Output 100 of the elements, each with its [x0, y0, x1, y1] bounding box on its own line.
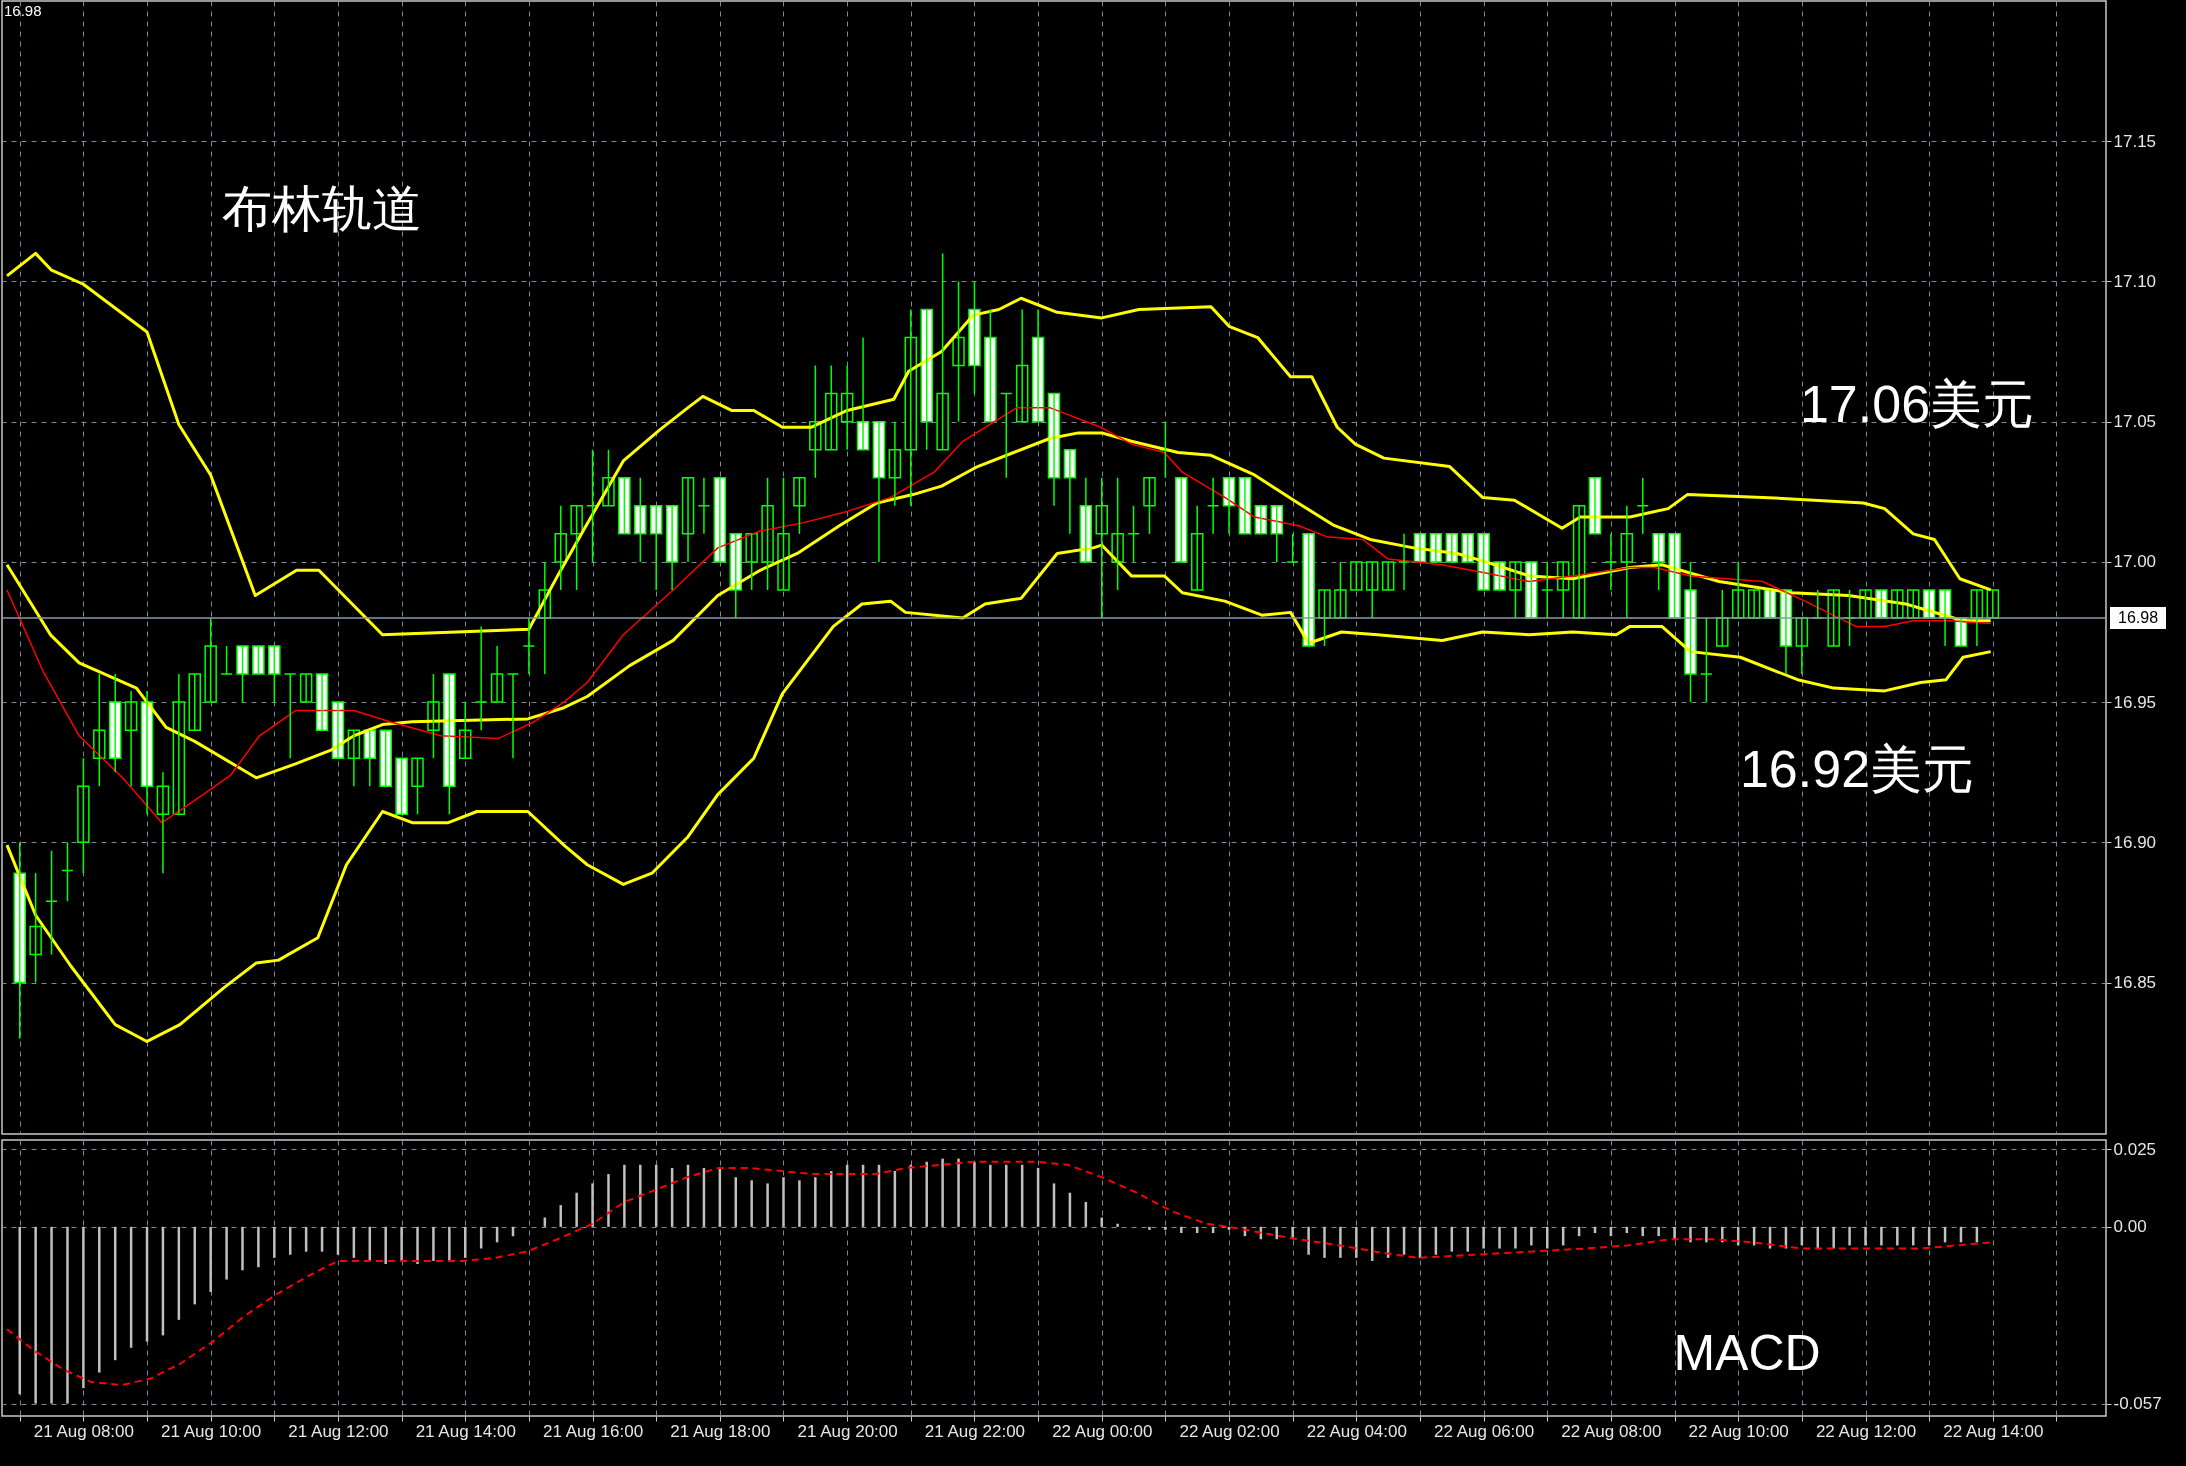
bar — [1546, 1226, 1549, 1249]
bar — [925, 1161, 928, 1227]
candlestick — [1000, 392, 1013, 479]
bar — [82, 1226, 85, 1389]
candlestick — [459, 701, 472, 759]
y-tick-label: 16.90 — [2113, 832, 2157, 852]
bar — [241, 1226, 244, 1271]
bar — [1514, 1226, 1517, 1249]
candlestick — [1127, 505, 1140, 563]
bar — [384, 1226, 387, 1265]
candlestick — [634, 477, 647, 563]
bar — [1323, 1226, 1326, 1258]
x-tick-label: 21 Aug 20:00 — [797, 1421, 898, 1441]
x-tick-label: 21 Aug 18:00 — [670, 1421, 771, 1441]
candlestick — [570, 505, 583, 591]
annotation: MACD — [1673, 1325, 1821, 1381]
bar — [66, 1226, 69, 1404]
bar — [1705, 1226, 1708, 1243]
bar — [782, 1177, 785, 1227]
x-tick-label: 22 Aug 04:00 — [1306, 1421, 1407, 1441]
candlestick — [920, 308, 933, 451]
bar — [1164, 1226, 1167, 1230]
bar — [416, 1226, 419, 1265]
bar — [1880, 1226, 1883, 1246]
candlestick — [61, 841, 74, 902]
candlestick — [315, 673, 329, 731]
candlestick — [188, 673, 202, 731]
candlestick — [984, 308, 997, 423]
candlestick — [793, 477, 806, 535]
candlestick — [13, 841, 26, 1040]
candlestick — [1413, 533, 1427, 563]
candlestick — [1429, 533, 1443, 563]
bar — [257, 1226, 260, 1268]
bar — [1657, 1226, 1660, 1237]
bar — [957, 1158, 960, 1227]
x-tick-label: 22 Aug 08:00 — [1561, 1421, 1662, 1441]
candlestick — [1525, 561, 1538, 619]
y-tick-label: 17.00 — [2113, 552, 2157, 572]
bar — [432, 1226, 435, 1261]
bar — [989, 1164, 992, 1227]
bar — [1307, 1226, 1310, 1255]
candlestick — [1716, 589, 1729, 647]
bar — [1832, 1226, 1835, 1249]
y-tick-label: 0.00 — [2113, 1217, 2147, 1237]
x-tick-label: 22 Aug 06:00 — [1434, 1421, 1535, 1441]
x-tick-label: 21 Aug 16:00 — [542, 1421, 644, 1441]
bar — [607, 1174, 610, 1227]
candlestick — [395, 757, 408, 816]
bar — [639, 1164, 642, 1227]
bar — [209, 1226, 212, 1292]
y-tick-label: 0.025 — [2113, 1139, 2157, 1159]
candlestick — [1461, 533, 1474, 563]
x-tick-label: 22 Aug 12:00 — [1815, 1421, 1917, 1441]
bar — [1466, 1226, 1469, 1252]
bar — [766, 1183, 769, 1227]
x-tick-label: 21 Aug 22:00 — [924, 1421, 1026, 1441]
bar — [1116, 1223, 1119, 1227]
candlestick — [1572, 505, 1586, 619]
candlestick — [952, 280, 965, 423]
candlestick — [1397, 533, 1411, 591]
candlestick — [1302, 533, 1315, 647]
bar — [1689, 1226, 1692, 1243]
candlestick — [474, 625, 488, 731]
bar — [591, 1183, 594, 1227]
bar — [1673, 1226, 1676, 1240]
x-tick-label: 21 Aug 08:00 — [33, 1421, 134, 1441]
bar — [814, 1177, 817, 1227]
bar — [575, 1192, 578, 1227]
bar — [623, 1164, 626, 1227]
bar — [1005, 1164, 1008, 1227]
candlestick — [1350, 561, 1363, 591]
bar — [973, 1161, 976, 1227]
annotation: 16.98 — [4, 2, 42, 19]
bar — [464, 1226, 467, 1258]
bar — [1896, 1226, 1899, 1246]
y-tick-label: 17.05 — [2113, 412, 2157, 432]
candlestick — [1668, 533, 1681, 619]
bar — [941, 1158, 944, 1227]
y-tick-label: -0.057 — [2113, 1394, 2162, 1414]
bar — [1355, 1226, 1358, 1258]
candlestick — [1604, 533, 1618, 591]
candlestick — [77, 757, 90, 874]
candlestick — [522, 617, 536, 675]
candlestick — [1334, 561, 1347, 619]
candlestick — [1095, 477, 1108, 619]
bar — [1339, 1226, 1342, 1258]
bar — [34, 1226, 37, 1404]
candlestick — [1286, 533, 1299, 563]
candlestick — [299, 673, 313, 703]
candlestick — [252, 645, 265, 675]
candlestick — [1763, 589, 1777, 619]
candlestick — [331, 701, 345, 759]
candlestick — [1986, 589, 2000, 619]
candlestick — [697, 477, 711, 535]
candlestick — [204, 617, 217, 703]
x-tick-label: 22 Aug 10:00 — [1688, 1421, 1789, 1441]
candlestick — [1541, 561, 1554, 619]
candlestick — [1652, 533, 1665, 591]
x-tick-label: 21 Aug 14:00 — [415, 1421, 516, 1441]
bar — [1848, 1226, 1851, 1246]
